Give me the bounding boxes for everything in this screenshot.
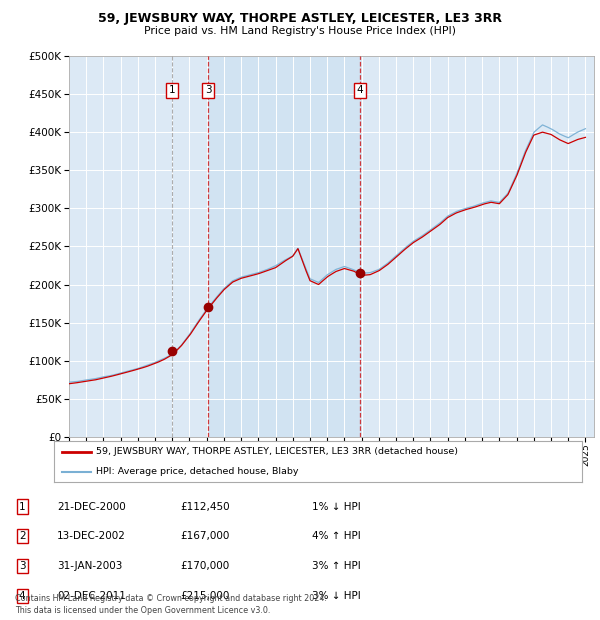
- Text: 4% ↑ HPI: 4% ↑ HPI: [312, 531, 361, 541]
- Text: 31-JAN-2003: 31-JAN-2003: [57, 561, 122, 571]
- Text: 4: 4: [19, 591, 26, 601]
- Bar: [208, 56, 360, 437]
- Text: 1% ↓ HPI: 1% ↓ HPI: [312, 502, 361, 512]
- Text: 02-DEC-2011: 02-DEC-2011: [57, 591, 126, 601]
- Text: 2: 2: [19, 531, 26, 541]
- Text: 3% ↓ HPI: 3% ↓ HPI: [312, 591, 361, 601]
- Text: £170,000: £170,000: [180, 561, 229, 571]
- Text: 3: 3: [205, 85, 211, 95]
- Text: £215,000: £215,000: [180, 591, 229, 601]
- Text: Contains HM Land Registry data © Crown copyright and database right 2024.
This d: Contains HM Land Registry data © Crown c…: [15, 594, 327, 615]
- Text: Price paid vs. HM Land Registry's House Price Index (HPI): Price paid vs. HM Land Registry's House …: [144, 26, 456, 36]
- Text: 3: 3: [19, 561, 26, 571]
- Text: HPI: Average price, detached house, Blaby: HPI: Average price, detached house, Blab…: [96, 467, 299, 476]
- Text: 4: 4: [357, 85, 364, 95]
- Text: 59, JEWSBURY WAY, THORPE ASTLEY, LEICESTER, LE3 3RR (detached house): 59, JEWSBURY WAY, THORPE ASTLEY, LEICEST…: [96, 447, 458, 456]
- Text: 59, JEWSBURY WAY, THORPE ASTLEY, LEICESTER, LE3 3RR: 59, JEWSBURY WAY, THORPE ASTLEY, LEICEST…: [98, 12, 502, 25]
- Text: 13-DEC-2002: 13-DEC-2002: [57, 531, 126, 541]
- Text: 1: 1: [19, 502, 26, 512]
- Text: 3% ↑ HPI: 3% ↑ HPI: [312, 561, 361, 571]
- Text: 21-DEC-2000: 21-DEC-2000: [57, 502, 126, 512]
- Text: £167,000: £167,000: [180, 531, 229, 541]
- Text: 1: 1: [169, 85, 175, 95]
- Text: £112,450: £112,450: [180, 502, 230, 512]
